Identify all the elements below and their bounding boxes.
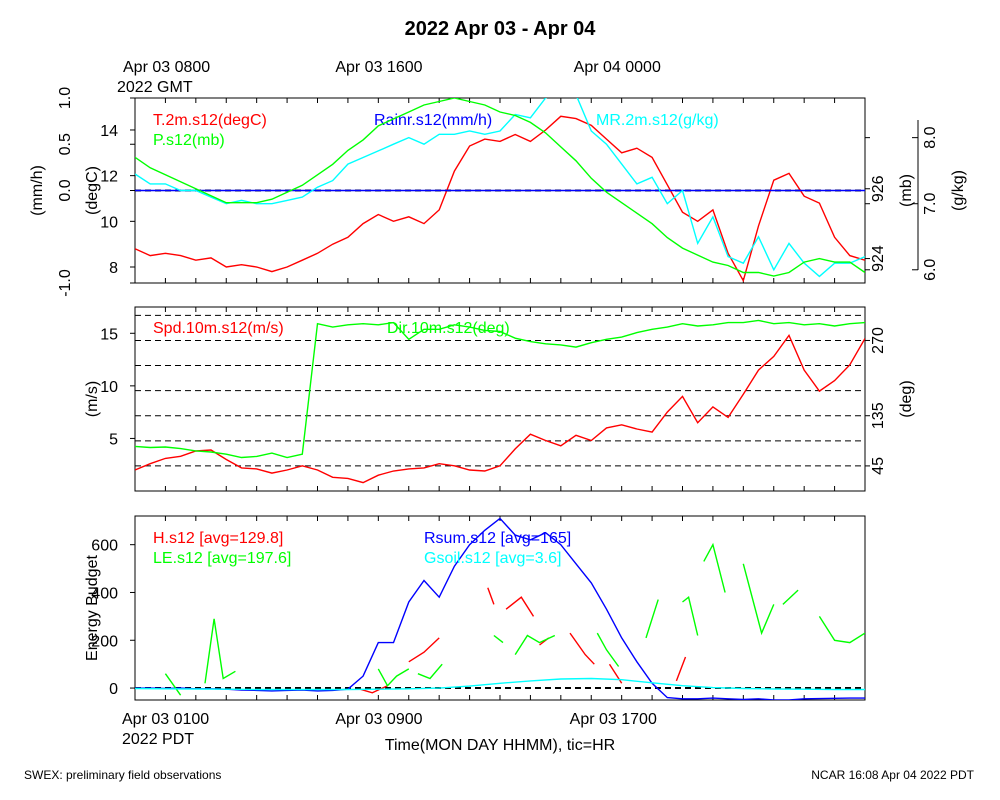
series-line (782, 589, 799, 605)
tick-label: 924 (870, 245, 887, 272)
series-line (377, 668, 410, 687)
top-time-label: Apr 03 1600 (335, 59, 422, 76)
tick-label: 6.0 (922, 259, 939, 281)
series-line (135, 98, 865, 277)
y-axis-label: (mm/h) (29, 165, 46, 216)
tick-label: 12 (100, 169, 118, 186)
tick-label: 5 (109, 431, 118, 448)
y-axis-label: (degC) (84, 166, 101, 215)
tick-label: 926 (870, 175, 887, 202)
footer-timestamp: NCAR 16:08 Apr 04 2022 PDT (811, 768, 974, 782)
bottom-time-label: Apr 03 1700 (570, 711, 657, 728)
x-axis-label: Time(MON DAY HHMM), tic=HR (385, 737, 615, 754)
series-line (675, 656, 687, 682)
series-line (703, 542, 726, 593)
legend-entry: Dir.10m.s12(deg) (387, 320, 510, 337)
series-line (135, 677, 865, 691)
tick-label: 0 (109, 681, 118, 698)
footer-source-note: SWEX: preliminary field observations (24, 768, 222, 782)
series-line (596, 632, 620, 667)
series-line (164, 673, 182, 696)
series-line (135, 98, 865, 278)
series-line (487, 587, 495, 605)
chart-title: 2022 Apr 03 - Apr 04 (405, 18, 597, 40)
y-axis-label: (g/kg) (950, 170, 967, 211)
series-line (135, 115, 865, 283)
panel-1: (mm/h) 1.0 0.5 0.0 -1.0 (degC) 14 12 10 8 (mb) 926 9… (29, 87, 967, 297)
legend-entry: P.s12(mb) (153, 132, 225, 149)
tick-label: 10 (100, 214, 118, 231)
series-line (204, 618, 236, 684)
y-axis-label: (deg) (898, 380, 915, 417)
tick-label: 400 (91, 585, 118, 602)
y-axis-label: (m/s) (84, 381, 101, 417)
series-line (514, 634, 556, 655)
series-line (359, 685, 388, 694)
legend-entry: Rsum.s12 [avg=165] (424, 530, 571, 547)
tick-label: 135 (870, 402, 887, 429)
y-axis-label: Energy Budget (84, 555, 101, 661)
series-line (408, 637, 440, 663)
series-line (417, 663, 443, 680)
series-line (505, 596, 535, 617)
legend-entry: MR.2m.s12(g/kg) (596, 112, 719, 129)
legend-entry: T.2m.s12(degC) (153, 112, 267, 129)
series-line (818, 616, 865, 644)
tick-label: 270 (870, 327, 887, 354)
series-line (135, 333, 865, 484)
tick-label: 200 (91, 633, 118, 650)
legend-entry: H.s12 [avg=129.8] (153, 530, 283, 547)
series-line (493, 634, 504, 644)
tick-label: 0.0 (57, 179, 74, 201)
panel-2: (m/s) 15 10 5 (deg) 270 135 45 Spd.10m.s12(m/s) D… (84, 306, 915, 492)
series-line (608, 663, 623, 684)
legend-entry: Rainr.s12(mm/h) (374, 112, 492, 129)
tick-label: 45 (870, 457, 887, 475)
top-time-label: 2022 GMT (117, 79, 193, 96)
tick-label: -1.0 (57, 269, 74, 297)
tick-label: 8 (109, 260, 118, 277)
series-line (569, 632, 595, 665)
tick-label: 1.0 (57, 87, 74, 109)
bottom-time-label: Apr 03 0100 (122, 711, 209, 728)
top-time-label: Apr 04 0000 (574, 59, 661, 76)
legend-entry: LE.s12 [avg=197.6] (153, 550, 291, 567)
series-line (135, 319, 865, 459)
bottom-time-label: Apr 03 0900 (335, 711, 422, 728)
tick-label: 0.5 (57, 133, 74, 155)
bottom-time-label: 2022 PDT (122, 731, 194, 748)
series-line (682, 595, 699, 636)
tick-label: 600 (91, 538, 118, 555)
series-line (645, 599, 659, 639)
tick-label: 10 (100, 379, 118, 396)
tick-label: 15 (100, 326, 118, 343)
tick-label: 7.0 (922, 192, 939, 214)
legend-entry: Gsoil.s12 [avg=3.6] (424, 550, 561, 567)
y-axis-label: (mb) (898, 174, 915, 207)
legend-entry: Spd.10m.s12(m/s) (153, 320, 284, 337)
tick-label: 14 (100, 123, 118, 140)
top-time-label: Apr 03 0800 (123, 59, 210, 76)
series-line (742, 563, 775, 636)
series-line (135, 517, 865, 700)
tick-label: 8.0 (922, 126, 939, 148)
